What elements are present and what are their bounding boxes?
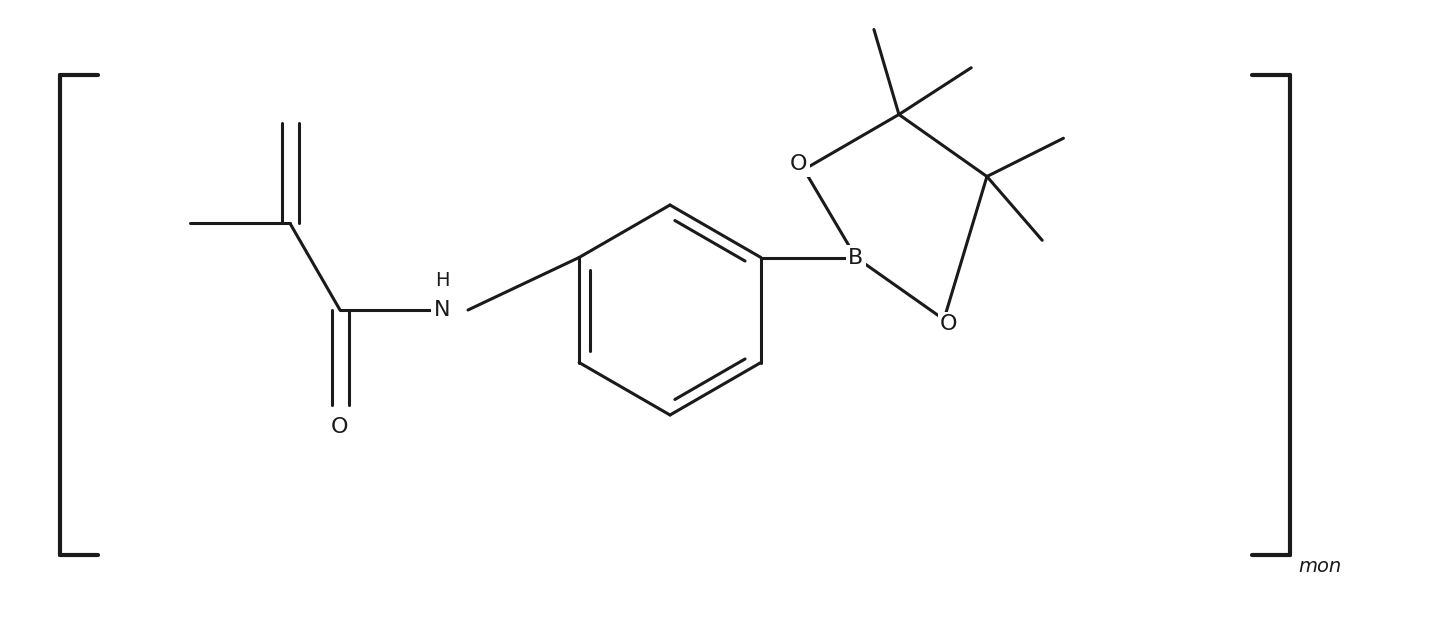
Text: B: B xyxy=(848,247,864,267)
Text: N: N xyxy=(434,300,450,320)
Text: O: O xyxy=(790,154,808,174)
Text: H: H xyxy=(434,270,450,290)
Text: O: O xyxy=(940,314,957,335)
Text: mon: mon xyxy=(1298,557,1341,576)
Text: O: O xyxy=(331,417,348,437)
